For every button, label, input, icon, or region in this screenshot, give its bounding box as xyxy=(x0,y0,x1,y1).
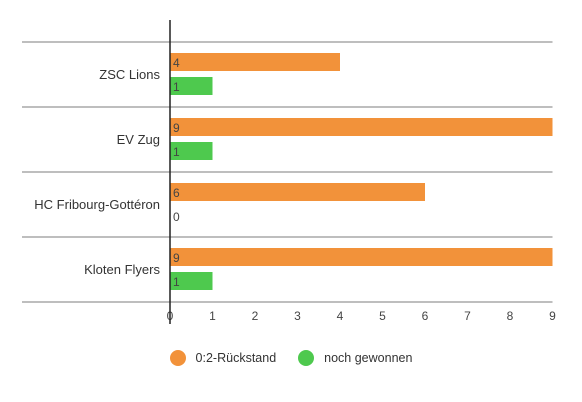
data-label: 6 xyxy=(173,186,180,200)
data-labels: 4 1 9 1 6 0 9 1 xyxy=(173,56,180,289)
bar-rueckstand[interactable] xyxy=(170,53,340,71)
legend-item-0[interactable]: 0:2-Rückstand xyxy=(169,350,277,366)
x-tick-label: 8 xyxy=(507,309,514,323)
data-label: 4 xyxy=(173,56,180,70)
x-tick-label: 1 xyxy=(209,309,216,323)
bar-gewonnen[interactable] xyxy=(170,142,213,160)
category-separators xyxy=(22,41,553,303)
category-label: EV Zug xyxy=(117,132,160,147)
x-tick-label: 2 xyxy=(252,309,259,323)
data-label: 9 xyxy=(173,251,180,265)
bar-gewonnen[interactable] xyxy=(170,272,213,290)
bar-rueckstand[interactable] xyxy=(170,183,425,201)
x-tick-label: 5 xyxy=(379,309,386,323)
x-tick-label: 3 xyxy=(294,309,301,323)
data-label: 1 xyxy=(173,145,180,159)
data-label: 9 xyxy=(173,121,180,135)
x-axis-ticks: 0123456789 xyxy=(167,309,557,323)
bar-rueckstand[interactable] xyxy=(170,118,553,136)
category-label: Kloten Flyers xyxy=(84,262,160,277)
x-tick-label: 7 xyxy=(464,309,471,323)
bars xyxy=(170,53,553,290)
legend: 0:2-Rückstand noch gewonnen xyxy=(0,350,582,366)
legend-label: noch gewonnen xyxy=(324,351,413,365)
x-tick-label: 9 xyxy=(549,309,556,323)
legend-item-1[interactable]: noch gewonnen xyxy=(298,350,412,366)
legend-swatch xyxy=(298,350,315,366)
x-tick-label: 4 xyxy=(337,309,344,323)
x-tick-label: 6 xyxy=(422,309,429,323)
category-labels: ZSC Lions EV Zug HC Fribourg-Gottéron Klote… xyxy=(34,67,160,277)
category-label: ZSC Lions xyxy=(99,67,160,82)
data-label: 1 xyxy=(173,275,180,289)
data-label: 0 xyxy=(173,210,180,224)
bar-gewonnen[interactable] xyxy=(170,77,213,95)
data-label: 1 xyxy=(173,80,180,94)
legend-label: 0:2-Rückstand xyxy=(195,351,277,365)
legend-swatch xyxy=(169,350,186,366)
category-label: HC Fribourg-Gottéron xyxy=(34,197,160,212)
bar-rueckstand[interactable] xyxy=(170,248,553,266)
